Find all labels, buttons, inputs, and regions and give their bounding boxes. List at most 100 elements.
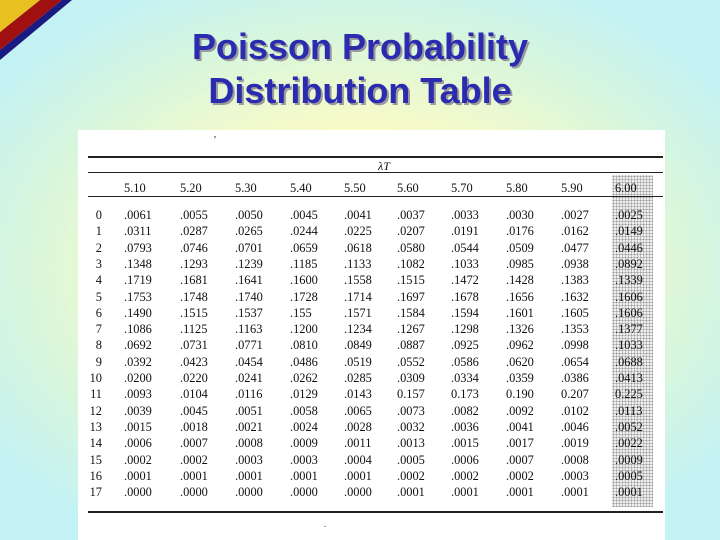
table-cell: .1082: [397, 257, 425, 271]
table-cell: .0386: [561, 371, 589, 385]
table-cell: .1728: [290, 290, 318, 304]
corner-red-stripe: [0, 0, 62, 50]
table-cell: .0033: [451, 208, 479, 222]
table-cell: .1678: [451, 290, 479, 304]
row-x-value: 11: [90, 387, 102, 401]
row-x-value: 4: [95, 273, 102, 287]
table-cell: .1571: [344, 306, 372, 320]
table-cell: .1748: [180, 290, 208, 304]
table-cell: .0027: [561, 208, 589, 222]
row-x-value: 1: [95, 224, 102, 238]
table-cell: .0849: [344, 338, 372, 352]
table-cell: .0309: [397, 371, 425, 385]
table-cell: 0.157: [397, 387, 425, 401]
table-cell: .0793: [124, 241, 152, 255]
table-cell: .0938: [561, 257, 589, 271]
row-x-value: 17: [89, 485, 102, 499]
slide-title-line-2: Distribution Table: [208, 70, 512, 111]
table-cell: .0486: [290, 355, 318, 369]
table-cell: .1558: [344, 273, 372, 287]
table-cell: .1125: [180, 322, 208, 336]
table-cell: .0149: [615, 224, 643, 238]
table-cell: .1605: [561, 306, 589, 320]
table-cell: .1515: [180, 306, 208, 320]
table-cell: .0000: [180, 485, 208, 499]
column-header: 5.20: [180, 181, 202, 195]
table-cell: .0037: [397, 208, 425, 222]
table-cell: .0392: [124, 355, 152, 369]
table-cell: .0654: [561, 355, 589, 369]
table-cell: .1714: [344, 290, 372, 304]
table-cell: .0446: [615, 241, 643, 255]
table-cell: .0050: [235, 208, 263, 222]
row-x-value: 2: [95, 241, 102, 255]
table-cell: .0925: [451, 338, 479, 352]
row-x-value: 12: [89, 404, 102, 418]
table-cell: .0143: [344, 387, 372, 401]
table-cell: .0001: [451, 485, 479, 499]
table-cell: .1377: [615, 322, 643, 336]
table-cell: .1383: [561, 273, 589, 287]
table-cell: .0045: [180, 404, 208, 418]
table-cell: .0552: [397, 355, 425, 369]
table-cell: .0692: [124, 338, 152, 352]
table-cell: .0001: [561, 485, 589, 499]
table-cell: .0311: [124, 224, 152, 238]
table-cell: .0028: [344, 420, 372, 434]
table-cell: .0191: [451, 224, 479, 238]
table-cell: .0030: [506, 208, 534, 222]
table-cell: .0019: [561, 436, 589, 450]
table-cell: .0102: [561, 404, 589, 418]
column-header: 6.00: [615, 181, 637, 195]
table-cell: .0018: [180, 420, 208, 434]
table-cell: .1293: [180, 257, 208, 271]
table-cell: .0129: [290, 387, 318, 401]
table-cell: .1428: [506, 273, 534, 287]
table-cell: .0001: [344, 469, 372, 483]
table-cell: .1740: [235, 290, 263, 304]
table-cell: .0002: [180, 453, 208, 467]
table-cell: .0586: [451, 355, 479, 369]
table-cell: .1326: [506, 322, 534, 336]
table-cell: .0002: [124, 453, 152, 467]
column-header: 5.50: [344, 181, 366, 195]
table-cell: .0359: [506, 371, 534, 385]
table-cell: .1606: [615, 306, 643, 320]
table-cell: .0104: [180, 387, 208, 401]
table-cell: .0039: [124, 404, 152, 418]
table-cell: .0001: [506, 485, 534, 499]
table-cell: .0509: [506, 241, 534, 255]
table-cell: .0241: [235, 371, 263, 385]
table-cell: .0287: [180, 224, 208, 238]
table-cell: .1490: [124, 306, 152, 320]
table-cell: .0041: [506, 420, 534, 434]
table-cell: .1601: [506, 306, 534, 320]
table-cell: .0007: [180, 436, 208, 450]
table-cell: .0731: [180, 338, 208, 352]
table-cell: .0001: [615, 485, 643, 499]
table-cell: .0225: [344, 224, 372, 238]
row-x-value: 0: [95, 208, 102, 222]
corner-gold-stripe: [0, 0, 40, 32]
table-cell: .1606: [615, 290, 643, 304]
table-cell: .1353: [561, 322, 589, 336]
table-cell: .0162: [561, 224, 589, 238]
table-cell: .0061: [124, 208, 152, 222]
table-cell: .0265: [235, 224, 263, 238]
table-cell: .0262: [290, 371, 318, 385]
table-cell: .0041: [344, 208, 372, 222]
column-header: 5.10: [124, 181, 146, 195]
table-cell: .0032: [397, 420, 425, 434]
table-cell: .0015: [451, 436, 479, 450]
table-cell: 0.207: [561, 387, 589, 401]
table-cell: .0659: [290, 241, 318, 255]
table-cell: .0011: [344, 436, 372, 450]
table-cell: .0001: [235, 469, 263, 483]
table-cell: .0052: [615, 420, 643, 434]
column-header: 5.90: [561, 181, 583, 195]
table-cell: .0001: [397, 485, 425, 499]
table-cell: .1298: [451, 322, 479, 336]
table-cell: .0046: [561, 420, 589, 434]
table-cell: .1133: [344, 257, 372, 271]
table-cell: .0688: [615, 355, 643, 369]
